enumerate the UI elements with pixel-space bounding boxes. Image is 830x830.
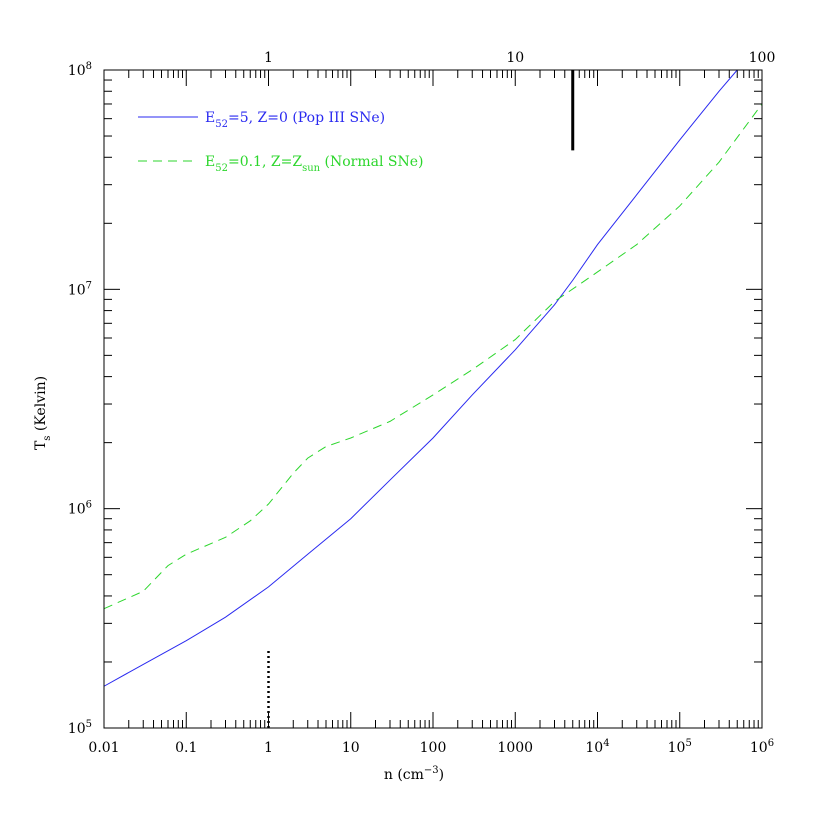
x-axis-title-sup: −3 bbox=[424, 765, 439, 776]
legend-normal-pre: E bbox=[205, 154, 215, 170]
x-tick-label: 104 bbox=[585, 738, 609, 756]
top-tick-label: 10 bbox=[506, 50, 524, 66]
y-tick-label: 108 bbox=[68, 61, 92, 79]
legend-normal-post: (Normal SNe) bbox=[320, 154, 423, 170]
legend-pop3-text: =5, Z=0 (Pop III SNe) bbox=[228, 110, 385, 126]
legend-normal-sub2: sun bbox=[302, 163, 321, 174]
series-line-normal bbox=[103, 103, 763, 610]
tick-labels: 0.01 0.1 1 10 100 1000 104 105 106 1 10 100 105 106 10… bbox=[68, 50, 776, 756]
markers bbox=[267, 70, 575, 728]
y-tick-label: 105 bbox=[68, 719, 92, 737]
x-tick-label: 100 bbox=[420, 740, 447, 756]
top-tick-label: 100 bbox=[749, 50, 776, 66]
x-tick-label: 0.1 bbox=[175, 740, 197, 756]
y-axis-title: Ts (Kelvin) bbox=[33, 376, 53, 450]
x-axis-title-close: ) bbox=[439, 767, 444, 783]
y-tick-label: 106 bbox=[68, 500, 92, 518]
series-line-pop3 bbox=[103, 69, 738, 687]
x-tick-label: 106 bbox=[750, 738, 774, 756]
top-tick-label: 1 bbox=[264, 50, 273, 66]
legend-label-normal: E52=0.1, Z=Zsun (Normal SNe) bbox=[205, 154, 424, 174]
legend-pop3-sub: 52 bbox=[215, 119, 228, 130]
y-axis-title-rest: (Kelvin) bbox=[33, 376, 49, 436]
x-tick-label: 10 bbox=[342, 740, 360, 756]
y-axis-title-main: T bbox=[33, 440, 49, 450]
plot-frame bbox=[103, 69, 763, 729]
y-tick-label: 107 bbox=[68, 280, 92, 298]
legend-normal-sub1: 52 bbox=[215, 163, 228, 174]
x-axis-title-main: n (cm bbox=[384, 767, 424, 783]
x-axis-title: n (cm−3) bbox=[384, 765, 444, 783]
x-tick-label: 0.01 bbox=[88, 740, 119, 756]
axis-ticks bbox=[103, 69, 763, 729]
legend: E52=5, Z=0 (Pop III SNe) E52=0.1, Z=Zsun… bbox=[138, 110, 424, 174]
x-tick-label: 1 bbox=[264, 740, 273, 756]
x-tick-label: 1000 bbox=[497, 740, 533, 756]
data-curves bbox=[103, 69, 763, 687]
legend-normal-mid: =0.1, Z=Z bbox=[228, 154, 302, 170]
legend-pop3-pre: E bbox=[205, 110, 215, 126]
x-tick-label: 105 bbox=[668, 738, 692, 756]
y-axis-title-sub: s bbox=[42, 436, 53, 441]
legend-label-pop3: E52=5, Z=0 (Pop III SNe) bbox=[205, 110, 385, 130]
